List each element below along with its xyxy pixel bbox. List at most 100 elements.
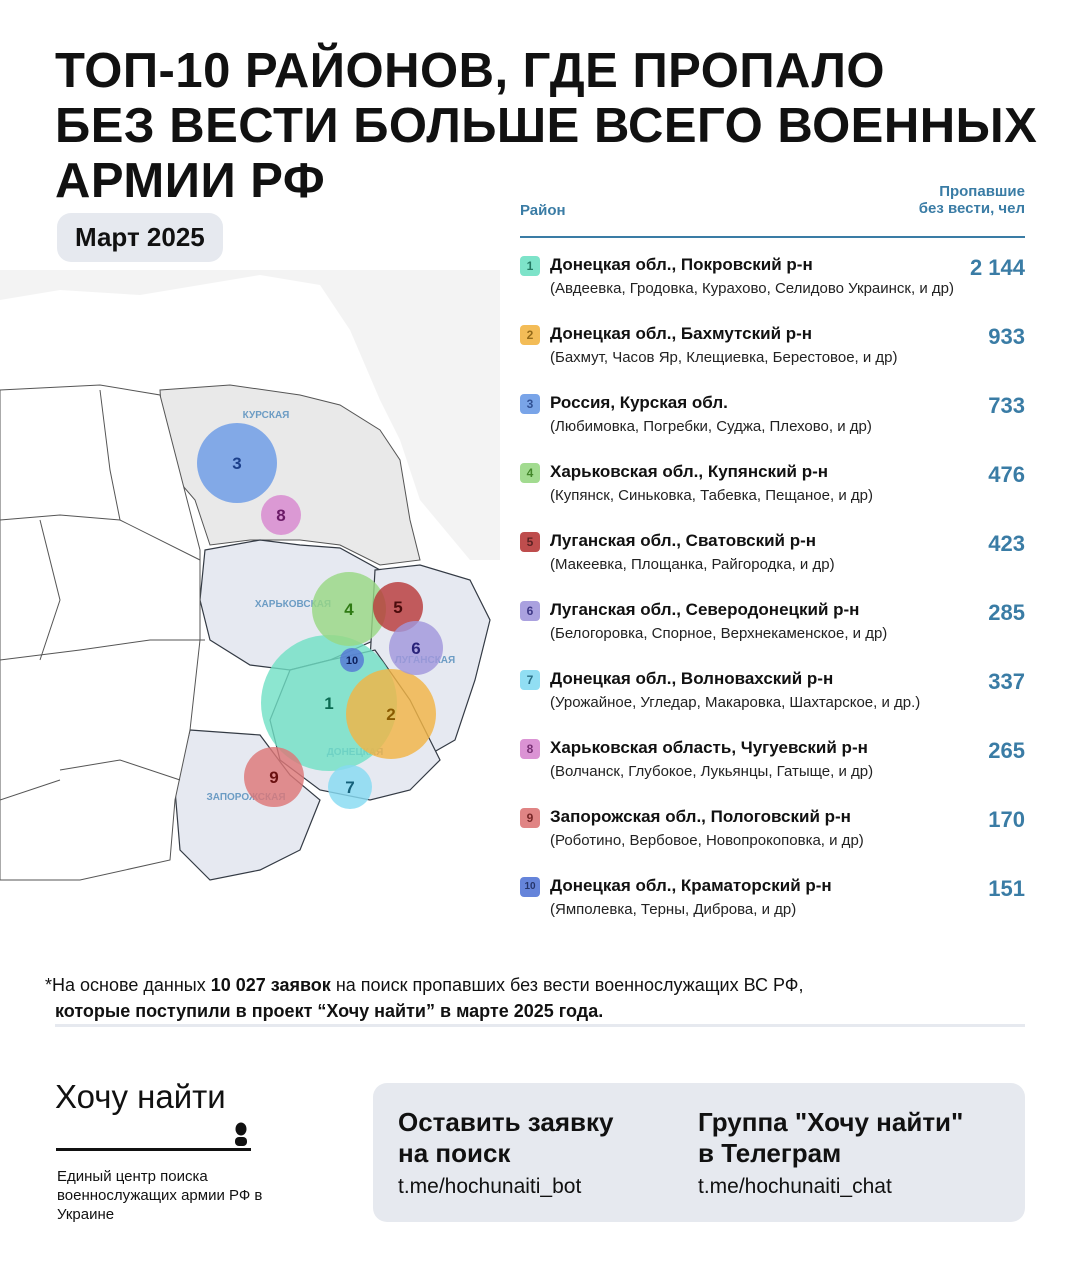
bubble-5 [373,582,423,632]
bubble-label: 10 [346,655,358,667]
district-places: (Любимовка, Погребки, Суджа, Плехово, и … [550,418,872,435]
cta-panel: Оставить заявку на поиск t.me/hochunaiti_… [373,1083,1025,1222]
district-places: (Белогоровка, Спорное, Верхнекаменское, … [550,625,888,642]
list-item: 8 Харьковская область, Чугуевский р-н (Вол… [520,736,1025,805]
bubble-10 [340,648,364,672]
bubble-label: 9 [269,768,278,787]
district-places: (Роботино, Вербовое, Новопрокоповка, и д… [550,832,864,849]
missing-count: 933 [988,324,1025,349]
column-missing-line: без вести, чел [918,200,1025,217]
district-places: (Волчанск, Глубокое, Лукьянцы, Гатыще, и… [550,763,874,780]
bubble-6 [389,621,443,675]
list-item: 5 Луганская обл., Сватовский р-н (Макеевка… [520,529,1025,598]
bubble-7 [328,765,372,809]
bubble-label: 8 [276,506,285,525]
cta-title-line: на поиск [398,1138,511,1168]
divider [55,1024,1025,1027]
rank-badge: 8 [520,739,540,759]
bubble-3 [197,423,277,503]
district-name: Луганская обл., Сватовский р-н [550,531,817,550]
district-name: Донецкая обл., Краматорский р-н [550,876,832,895]
missing-count: 285 [988,600,1025,625]
person-icon [235,1122,247,1146]
district-name: Донецкая обл., Волновахский р-н [550,669,834,688]
footnote-bold: 10 027 заявок [210,975,331,995]
region-label: ХАРЬКОВСКАЯ [255,599,331,610]
list-item: 7 Донецкая обл., Волновахский р-н (Урожайн… [520,667,1025,736]
district-places: (Урожайное, Угледар, Макаровка, Шахтарск… [550,694,921,711]
bubble-9 [244,747,304,807]
district-name: Луганская обл., Северодонецкий р-н [550,600,860,619]
district-places: (Авдеевка, Гродовка, Курахово, Селидово … [550,280,954,297]
district-name: Донецкая обл., Бахмутский р-н [550,324,813,343]
district-places: (Бахмут, Часов Яр, Клещиевка, Берестовое… [550,349,898,366]
rank-badge: 2 [520,325,540,345]
rank-badge: 7 [520,670,540,690]
bubble-label: 6 [411,639,420,658]
footnote-bold: которые поступили в проект “Хочу найти” … [55,1001,604,1021]
cta-title-line: в Телеграм [698,1138,842,1168]
district-name: Россия, Курская обл. [550,393,728,412]
district-places: (Купянск, Синьковка, Табевка, Пещаное, и… [550,487,873,504]
list-item: 2 Донецкая обл., Бахмутский р-н (Бахмут, … [520,322,1025,391]
column-missing-line: Пропавшие [939,183,1025,200]
list-item: 1 Донецкая обл., Покровский р-н (Авдеевка,… [520,253,1025,322]
cta-title: Группа "Хочу найти" в Телеграм [698,1107,963,1169]
missing-count: 733 [988,393,1025,418]
cta-request: Оставить заявку на поиск t.me/hochunaiti_… [398,1107,613,1199]
list-item: 10 Донецкая обл., Краматорский р-н (Ямполе… [520,874,1025,943]
footnote: *На основе данных 10 027 заявок на поиск… [45,972,1035,1024]
district-places: (Макеевка, Площанка, Райгородка, и др) [550,556,835,573]
list-item: 6 Луганская обл., Северодонецкий р-н (Бело… [520,598,1025,667]
district-name: Донецкая обл., Покровский р-н [550,255,813,274]
bubble-label: 7 [345,778,354,797]
rank-badge: 6 [520,601,540,621]
missing-count: 2 144 [969,255,1025,280]
cta-title-line: Оставить заявку [398,1107,614,1137]
missing-count: 265 [988,738,1025,763]
bubble-label: 4 [344,600,354,619]
missing-count: 151 [988,876,1025,901]
brand-logo: Хочу найти [55,1078,226,1115]
cta-telegram: Группа "Хочу найти" в Телеграм t.me/hochu… [698,1107,963,1199]
missing-count: 337 [988,669,1025,694]
map: КУРСКАЯХАРЬКОВСКАЯЛУГАНСКАЯДОНЕЦКАЯЗАПОР… [0,270,500,881]
rank-badge: 4 [520,463,540,483]
bubble-label: 2 [386,705,395,724]
column-district: Район [520,202,566,219]
region-label: КУРСКАЯ [243,410,290,421]
cta-title: Оставить заявку на поиск [398,1107,613,1169]
region-label: ЗАПОРОЖСКАЯ [206,792,285,803]
rank-badge: 5 [520,532,540,552]
bubble-8 [261,495,301,535]
bubble-label: 1 [324,694,333,713]
bubble-2 [346,669,436,759]
brand-tagline: Единый центр поиска военнослужащих армии… [57,1168,263,1223]
region-russia [0,270,500,560]
footnote-text: На основе данных [52,975,211,995]
table-header: Район Пропавшие без вести, чел [520,183,1025,238]
title-line: АРМИИ РФ [55,154,326,208]
district-name: Харьковская область, Чугуевский р-н [550,738,868,757]
list-item: 3 Россия, Курская обл. (Любимовка, Погребк… [520,391,1025,460]
list-item: 9 Запорожская обл., Пологовский р-н (Робот… [520,805,1025,874]
bubble-4 [312,572,386,646]
column-missing: Пропавшие без вести, чел [825,183,1025,217]
rank-badge: 9 [520,808,540,828]
cta-title-line: Группа "Хочу найти" [698,1107,964,1137]
bubble-label: 3 [232,454,241,473]
logo-underline [56,1148,251,1151]
footnote-star: * [45,975,53,995]
footnote-text: на поиск пропавших без вести военнослужа… [330,975,804,995]
bot-link[interactable]: t.me/hochunaiti_bot [398,1175,582,1198]
district-name: Запорожская обл., Пологовский р-н [550,807,851,826]
ranking-list: 1 Донецкая обл., Покровский р-н (Авдеевка,… [520,253,1025,943]
page-title: ТОП-10 РАЙОНОВ, ГДЕ ПРОПАЛО БЕЗ ВЕСТИ БО… [55,44,1055,209]
title-line: ТОП-10 РАЙОНОВ, ГДЕ ПРОПАЛО [55,44,886,98]
missing-count: 423 [988,531,1025,556]
chat-link[interactable]: t.me/hochunaiti_chat [698,1175,892,1198]
rank-badge: 3 [520,394,540,414]
date-badge: Март 2025 [57,213,223,262]
district-places: (Ямполевка, Терны, Диброва, и др) [550,901,797,918]
list-item: 4 Харьковская обл., Купянский р-н (Купянск… [520,460,1025,529]
